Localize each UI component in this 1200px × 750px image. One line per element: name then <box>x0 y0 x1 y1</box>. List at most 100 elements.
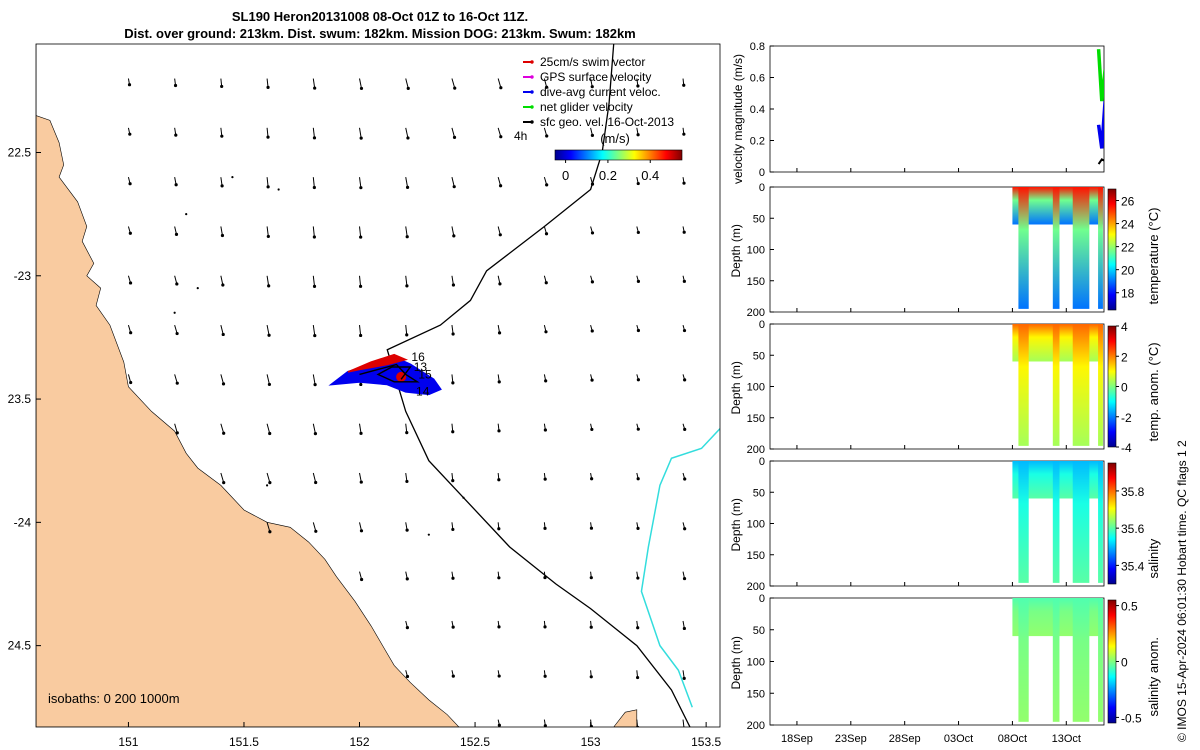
section-profile-block <box>1052 461 1060 583</box>
time-tick-label: 08Oct <box>998 733 1027 745</box>
sfc-geo-vel-arrow <box>220 472 225 483</box>
time-tick-label: 03Oct <box>944 733 973 745</box>
velocity-y-tick-label: 0.6 <box>750 73 765 85</box>
sfc-geo-vel-arrowhead <box>497 429 501 433</box>
velocity-series-line <box>1097 158 1104 165</box>
sfc-geo-vel-arrowhead <box>314 529 318 533</box>
sfc-geo-vel-arrowhead <box>358 284 363 288</box>
sfc-geo-vel-arrow <box>451 177 455 187</box>
sfc-geo-vel-arrowhead <box>221 332 225 337</box>
section-colorbar-tick-label: 35.4 <box>1121 559 1145 573</box>
map-x-tick-label: 152 <box>349 735 369 749</box>
sfc-geo-vel-arrowhead <box>221 382 226 386</box>
section-colorbar <box>1107 599 1117 724</box>
section-ylabel: Depth (m) <box>729 636 743 689</box>
sfc-geo-vel-arrowhead <box>543 674 547 678</box>
day-label: 14 <box>416 385 430 399</box>
sfc-geo-vel-arrowhead <box>497 625 501 629</box>
reef-speck <box>277 188 280 191</box>
sfc-geo-vel-arrowhead <box>636 378 640 382</box>
section-y-tick-label: 100 <box>747 519 765 531</box>
section-y-tick-label: 200 <box>747 581 765 593</box>
legend-swatch-head <box>530 75 534 79</box>
sfc-geo-vel-arrowhead <box>359 382 363 387</box>
section-plot-area <box>1012 324 1103 446</box>
map-x-tick-label: 152.5 <box>460 735 490 749</box>
velocity-y-tick-label: 0.2 <box>750 136 765 148</box>
section-colorbar-label: temperature (°C) <box>1146 208 1161 305</box>
time-tick-label: 18Sep <box>781 733 813 745</box>
sfc-geo-vel-arrowhead <box>589 576 593 580</box>
sfc-geo-vel-arrow <box>312 423 316 434</box>
sfc-geo-vel-arrowhead <box>175 282 179 286</box>
sfc-geo-vel-arrowhead <box>405 528 409 532</box>
island <box>613 709 638 727</box>
legend-label: 25cm/s swim vector <box>540 55 645 69</box>
sfc-geo-vel-arrowhead <box>359 186 363 190</box>
sfc-geo-vel-arrowhead <box>127 83 132 87</box>
sfc-geo-vel-arrowhead <box>683 477 687 481</box>
sfc-geo-vel-arrowhead <box>636 427 640 431</box>
sfc-geo-vel-arrowhead <box>222 481 226 485</box>
velocity-series-line <box>1096 49 1104 102</box>
sfc-geo-vel-arrowhead <box>451 576 455 580</box>
sfc-geo-vel-arrowhead <box>129 331 133 335</box>
sfc-geo-vel-arrowhead <box>222 431 226 435</box>
section-colorbar-label: salinity anom. <box>1146 637 1161 716</box>
sfc-geo-vel-arrowhead <box>452 135 457 139</box>
time-tick-label: 13Oct <box>1052 733 1081 745</box>
reef-speck <box>427 533 430 536</box>
sfc-geo-vel-arrow <box>312 472 317 483</box>
section-y-tick-label: 50 <box>753 213 765 225</box>
sfc-geo-vel-arrowhead <box>405 235 409 239</box>
colorbar-title: (m/s) <box>600 131 630 146</box>
sfc-geo-vel-arrowhead <box>682 132 686 136</box>
sfc-geo-vel-arrow <box>266 177 269 187</box>
sfc-geo-vel-arrowhead <box>543 428 547 432</box>
sfc-geo-vel-arrowhead <box>360 577 364 582</box>
sfc-geo-vel-arrow <box>359 325 362 336</box>
velocity-y-tick-label: 0 <box>759 167 765 179</box>
sfc-geo-vel-arrow <box>220 324 224 335</box>
velocity-y-tick-label: 0.4 <box>750 104 765 116</box>
sfc-geo-vel-arrowhead <box>405 333 409 337</box>
sfc-geo-vel-arrow <box>312 78 316 89</box>
sfc-geo-vel-arrowhead <box>682 83 686 87</box>
sfc-geo-vel-arrowhead <box>313 86 317 90</box>
sfc-geo-vel-arrowhead <box>312 185 316 190</box>
sfc-geo-vel-arrowhead <box>406 86 410 90</box>
sfc-geo-vel-arrowhead <box>590 477 594 481</box>
velocity-y-tick-label: 0.8 <box>750 41 765 53</box>
section-y-tick-label: 50 <box>753 487 765 499</box>
section-profile-block <box>1072 324 1090 446</box>
section-profile-block <box>1018 598 1029 722</box>
sfc-geo-vel-arrow <box>405 275 408 286</box>
section-profile-block <box>1098 324 1103 446</box>
sfc-geo-vel-arrow <box>405 325 408 335</box>
sfc-geo-vel-arrowhead <box>498 282 502 286</box>
sfc-geo-vel-arrow <box>312 177 315 188</box>
sfc-geo-vel-arrowhead <box>175 331 179 336</box>
sfc-geo-vel-arrowhead <box>405 674 410 679</box>
sfc-geo-vel-arrow <box>220 374 224 384</box>
sfc-geo-vel-arrowhead <box>314 480 318 485</box>
section-colorbar-tick-label: -0.5 <box>1121 711 1142 725</box>
sfc-geo-vel-arrowhead <box>682 328 687 333</box>
figure-title-line2: Dist. over ground: 213km. Dist. swum: 18… <box>124 26 636 41</box>
section-profile-block <box>1072 187 1090 309</box>
sfc-geo-vel-arrowhead <box>636 230 640 235</box>
sfc-geo-vel-arrowhead <box>497 478 501 482</box>
sfc-geo-vel-arrow <box>405 127 409 139</box>
sfc-geo-vel-arrowhead <box>451 332 455 336</box>
section-colorbar-tick-label: -4 <box>1121 441 1132 455</box>
sfc-geo-vel-arrowhead <box>590 85 594 89</box>
section-y-tick-label: 100 <box>747 245 765 257</box>
sfc-geo-vel-arrowhead <box>312 136 317 140</box>
sfc-geo-vel-arrow <box>359 423 362 434</box>
sfc-geo-vel-arrowhead <box>266 185 270 189</box>
sfc-geo-vel-arrow <box>312 275 316 287</box>
map-colorbar <box>554 149 683 161</box>
sfc-geo-vel-arrowhead <box>497 527 501 531</box>
sfc-geo-vel-arrowhead <box>405 284 409 288</box>
